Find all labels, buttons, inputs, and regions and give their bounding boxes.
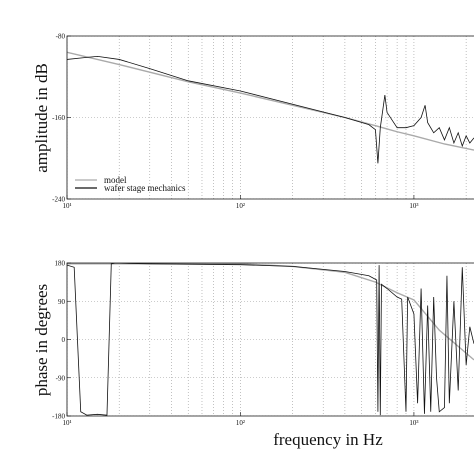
- x-tick-label: 10²: [236, 419, 245, 427]
- y-tick-label: -240: [52, 196, 65, 204]
- y-tick-label: -90: [56, 374, 66, 382]
- x-tick-label: 10²: [236, 202, 245, 210]
- legend-label: model: [104, 175, 127, 185]
- y-tick-label: -180: [52, 413, 65, 421]
- x-tick-label: 10³: [409, 202, 418, 210]
- series-line: [67, 51, 474, 151]
- x-tick-label: 10¹: [62, 419, 71, 427]
- x-axis-title: frequency in Hz: [273, 430, 383, 449]
- y-tick-label: -160: [52, 114, 65, 122]
- y-tick-label: 0: [62, 336, 66, 344]
- y-axis-title: phase in degrees: [32, 284, 51, 396]
- plot-area: [67, 263, 474, 416]
- y-tick-label: 90: [58, 298, 66, 306]
- axes-frame: [66, 35, 474, 200]
- y-axis-title: amplitude in dB: [32, 63, 51, 173]
- y-tick-label: 180: [55, 260, 66, 268]
- series-line: [67, 55, 474, 164]
- x-tick-label: 10¹: [62, 202, 71, 210]
- series-line: [67, 263, 474, 416]
- y-tick-label: -80: [56, 33, 66, 41]
- legend-label: wafer stage mechanics: [104, 183, 186, 193]
- plot-area: [67, 36, 474, 199]
- x-tick-label: 10³: [409, 419, 418, 427]
- series-line: [67, 263, 474, 361]
- axes-frame: [66, 262, 474, 417]
